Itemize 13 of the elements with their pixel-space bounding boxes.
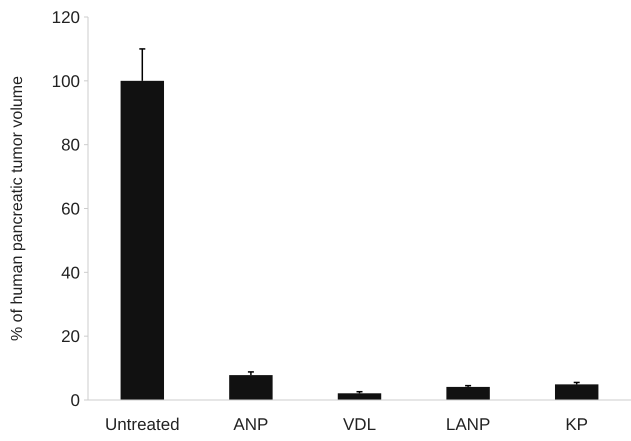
y-tick-label: 20 [61, 327, 80, 346]
y-tick-label: 80 [61, 136, 80, 155]
y-tick-label: 0 [70, 390, 80, 410]
x-tick-label: ANP [233, 415, 268, 434]
y-tick-label: 40 [61, 263, 80, 282]
y-tick-label: 100 [52, 72, 80, 91]
x-tick-label: KP [565, 415, 588, 434]
y-tick-label: 120 [52, 8, 80, 27]
x-tick-label: LANP [446, 415, 490, 434]
y-axis-title: % of human pancreatic tumor volume [9, 76, 26, 342]
x-tick-label: VDL [342, 415, 376, 434]
y-tick-label: 60 [61, 199, 80, 218]
x-tick-label: Untreated [104, 415, 180, 434]
